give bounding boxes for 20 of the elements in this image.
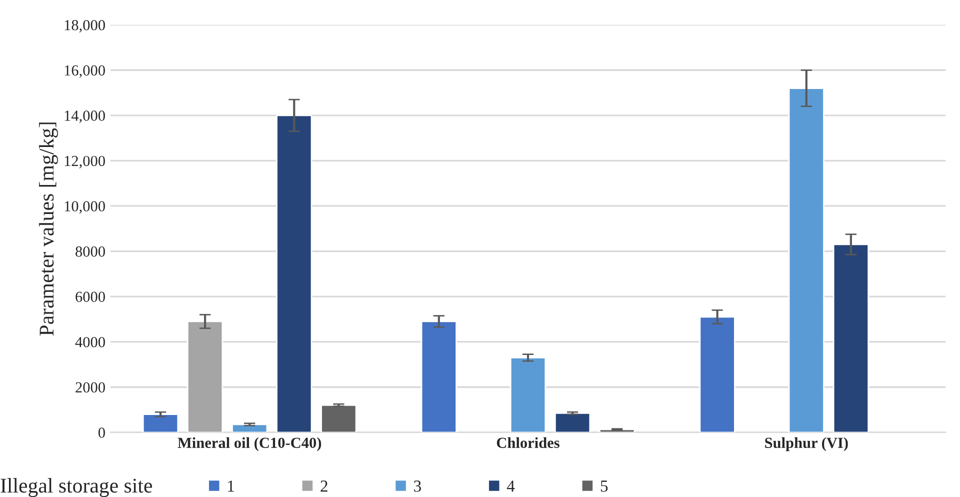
x-tick-label: Mineral oil (C10-C40) (178, 437, 322, 452)
y-tick-label: 4000 (75, 336, 105, 348)
legend-label: 4 (506, 480, 515, 492)
y-tick-label: 16,000 (64, 65, 105, 78)
y-tick-label: 12,000 (64, 156, 105, 168)
legend-title: Illegal storage site (0, 478, 152, 497)
x-tick-label: Chlorides (496, 437, 560, 448)
legend-label: 5 (600, 480, 608, 492)
legend-label: 2 (320, 480, 328, 492)
y-axis-title: Parameter values [mg/kg] (39, 122, 58, 336)
y-tick-label: 18,000 (64, 20, 105, 32)
legend-label: 3 (414, 480, 421, 492)
y-tick-label: 2000 (76, 382, 105, 393)
y-tick-label: 6000 (76, 292, 105, 302)
legend-label: 1 (228, 480, 234, 492)
y-tick-label: 8000 (76, 246, 105, 257)
y-tick-label: 14,000 (64, 110, 105, 124)
y-tick-label: 0 (98, 428, 105, 438)
x-tick-label: Sulphur (VI) (765, 437, 848, 452)
y-tick-label: 10,000 (64, 201, 105, 214)
